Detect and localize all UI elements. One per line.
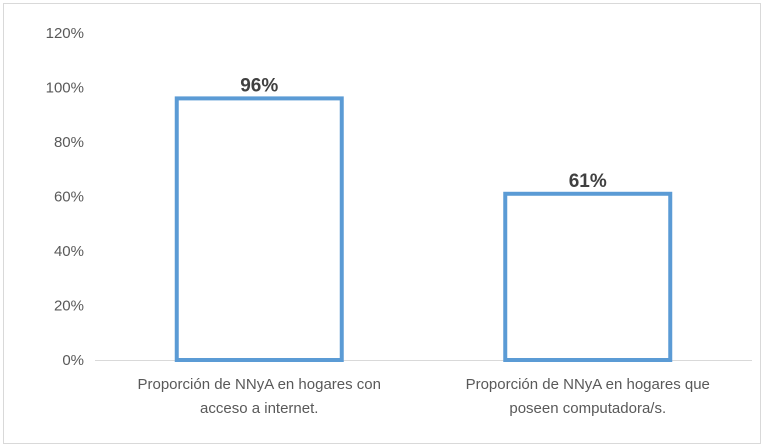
data-labels: 96% 61% — [240, 75, 607, 191]
bar — [503, 191, 673, 362]
y-tick-label: 80% — [54, 134, 84, 151]
y-tick-label: 0% — [62, 352, 84, 369]
y-tick-label: 20% — [54, 298, 84, 315]
y-tick-label: 120% — [46, 25, 84, 42]
bars — [174, 96, 673, 363]
category-label: Proporción de NNyA en hogares que — [466, 376, 710, 393]
data-label: 61% — [569, 171, 607, 192]
bar — [174, 96, 344, 363]
category-labels: Proporción de NNyA en hogares con acceso … — [138, 376, 710, 417]
y-axis: 0% 20% 40% 60% 80% 100% 120% — [46, 25, 84, 369]
category-label: poseen computadora/s. — [509, 400, 666, 417]
y-tick-label: 100% — [46, 80, 84, 97]
data-label: 96% — [240, 75, 278, 96]
category-label: Proporción de NNyA en hogares con — [138, 376, 381, 393]
y-tick-label: 60% — [54, 189, 84, 206]
y-tick-label: 40% — [54, 243, 84, 260]
category-label: acceso a internet. — [200, 400, 318, 417]
